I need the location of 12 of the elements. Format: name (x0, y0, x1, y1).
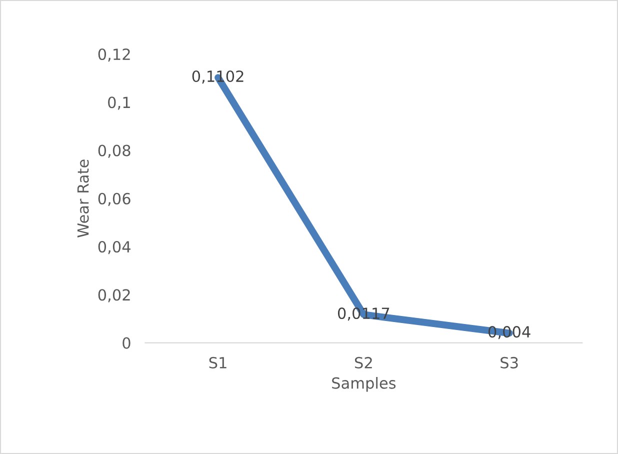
y-tick-label: 0,12 (98, 48, 130, 62)
y-axis-title: Wear Rate (77, 160, 89, 238)
x-tick-label: S1 (209, 356, 226, 368)
y-tick-label: 0,08 (98, 144, 130, 158)
x-axis-title: Samples (332, 377, 396, 392)
y-tick-label: 0,04 (98, 240, 130, 254)
x-tick-label: S2 (354, 356, 372, 368)
y-tick-label: 0,02 (98, 289, 130, 302)
y-tick-label: 0,1 (108, 96, 130, 110)
y-tick-label: 0 (122, 337, 130, 349)
y-tick-label: 0,06 (98, 192, 130, 206)
x-tick-label: S3 (500, 356, 518, 368)
